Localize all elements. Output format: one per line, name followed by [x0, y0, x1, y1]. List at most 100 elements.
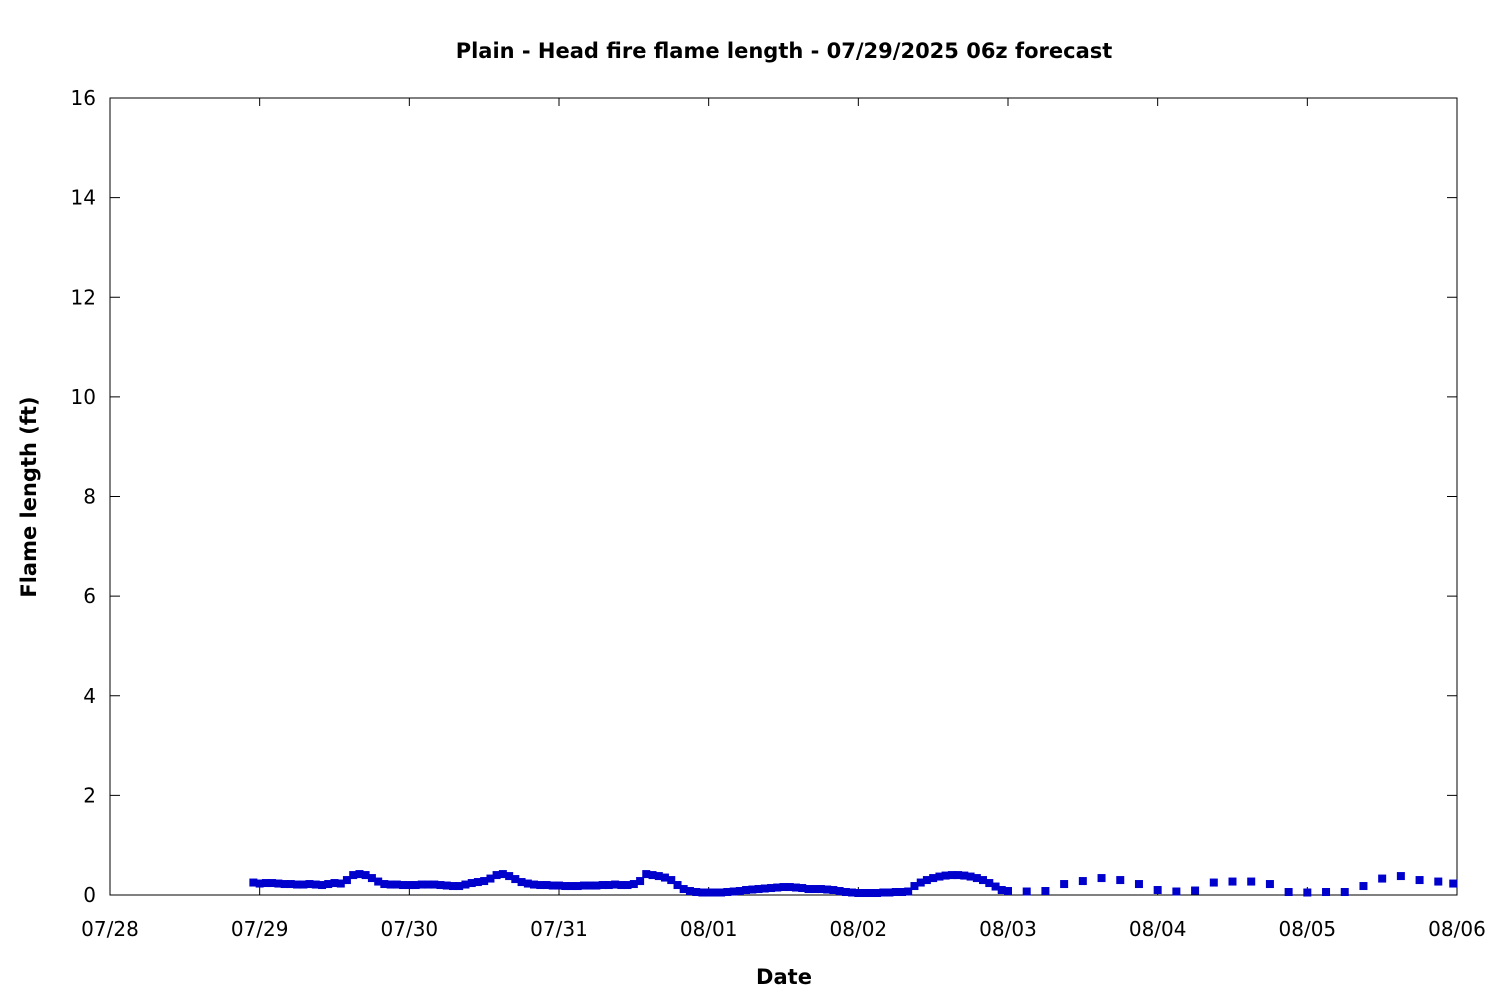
data-point [436, 881, 445, 890]
plot-frame [109, 97, 1458, 896]
data-point [941, 871, 950, 880]
data-point [505, 872, 514, 881]
x-tick-label: 07/30 [381, 917, 439, 941]
data-point [318, 881, 327, 890]
data-point [498, 870, 507, 879]
data-point [1116, 876, 1125, 885]
data-point [773, 883, 782, 892]
y-axis-label: Flame length (ft) [17, 396, 41, 597]
data-point [342, 876, 351, 885]
data-point [904, 887, 913, 896]
data-point [374, 877, 383, 886]
data-point [623, 881, 632, 890]
data-point [1153, 886, 1162, 895]
data-point [667, 876, 676, 885]
data-point [854, 889, 863, 898]
data-point [517, 878, 526, 887]
x-axis-label: Date [756, 965, 812, 989]
data-point [698, 888, 707, 897]
data-point [960, 871, 969, 880]
data-point [910, 882, 919, 891]
x-tick-label: 08/05 [1279, 917, 1337, 941]
y-tick-label: 14 [71, 186, 96, 210]
data-point [424, 880, 433, 889]
data-point [810, 885, 819, 894]
data-point [673, 881, 682, 890]
data-point [586, 881, 595, 890]
data-point [617, 881, 626, 890]
data-point [555, 881, 563, 890]
data-point [816, 885, 825, 894]
data-point [1041, 887, 1050, 896]
data-point [1284, 888, 1293, 897]
data-point [511, 875, 520, 884]
data-point [717, 888, 726, 897]
y-tick-label: 2 [83, 783, 96, 807]
data-point [523, 879, 532, 888]
data-point [798, 884, 807, 893]
data-point [330, 879, 339, 888]
data-point [841, 888, 850, 897]
data-point [430, 880, 439, 889]
data-point [785, 883, 794, 892]
y-tick-label: 12 [71, 285, 96, 309]
data-point [255, 879, 264, 888]
data-point [442, 881, 451, 890]
data-point [492, 871, 501, 880]
data-point [380, 880, 389, 889]
data-point [467, 879, 476, 888]
data-point [823, 885, 832, 894]
data-point [349, 871, 358, 880]
data-point [947, 871, 956, 880]
data-point [1415, 876, 1424, 885]
data-point [567, 882, 576, 891]
data-point [1303, 888, 1312, 897]
data-point [473, 878, 482, 887]
data-point [991, 882, 1000, 891]
x-tick-label: 08/06 [1428, 917, 1486, 941]
data-point [636, 877, 645, 886]
data-point [891, 888, 900, 897]
data-point [280, 880, 289, 889]
data-point [411, 881, 420, 890]
data-point [929, 874, 938, 883]
data-point [1097, 874, 1106, 883]
data-point [779, 883, 788, 892]
data-point [1359, 882, 1368, 891]
y-tick-label: 0 [83, 883, 96, 907]
data-point [461, 880, 470, 889]
data-point [966, 872, 975, 881]
data-point [486, 874, 495, 883]
data-point [997, 886, 1006, 895]
data-point [386, 880, 395, 889]
data-point [417, 880, 426, 889]
data-point [604, 881, 613, 890]
data-point [592, 881, 601, 890]
data-point [1434, 877, 1443, 886]
data-point [898, 888, 907, 897]
data-point [735, 887, 744, 896]
data-point [536, 881, 545, 890]
data-point [648, 871, 657, 880]
data-point [679, 885, 688, 894]
data-point [399, 881, 408, 890]
data-point [1078, 877, 1087, 886]
data-point [579, 881, 588, 890]
x-tick-label: 08/04 [1129, 917, 1187, 941]
data-point [866, 889, 875, 898]
data-point [598, 881, 607, 890]
data-point [748, 885, 757, 894]
data-point [305, 880, 314, 889]
y-axis: 0 2 4 6 8 10 12 14 16 [71, 86, 1457, 907]
data-point [274, 879, 283, 888]
data-point [573, 882, 582, 891]
data-point [336, 879, 345, 888]
data-point [449, 882, 458, 891]
data-point [885, 888, 894, 897]
data-point [729, 887, 738, 896]
data-point [1449, 879, 1458, 888]
data-point [361, 871, 370, 880]
y-tick-label: 6 [83, 584, 96, 608]
x-tick-label: 08/02 [830, 917, 888, 941]
data-point [835, 887, 844, 896]
